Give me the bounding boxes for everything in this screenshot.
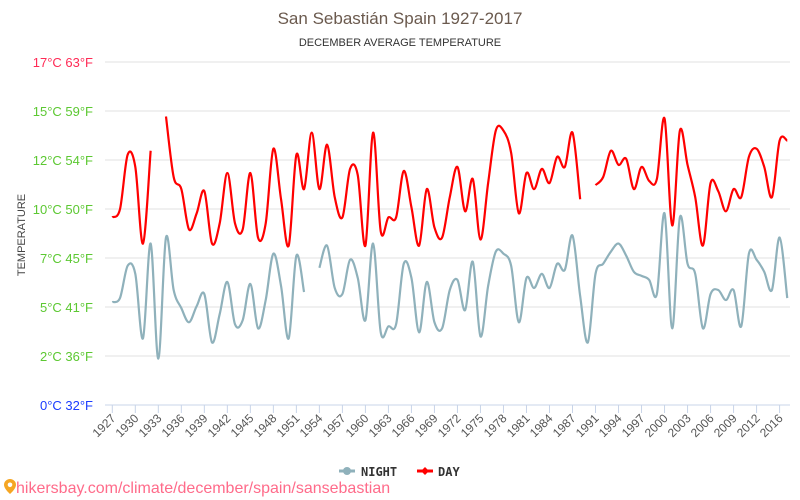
day-series-line bbox=[594, 117, 788, 247]
y-axis-title: TEMPERATURE bbox=[16, 194, 28, 276]
night-series-line bbox=[318, 212, 789, 344]
x-tick-label: 1933 bbox=[136, 411, 165, 440]
day-series-line bbox=[111, 150, 152, 245]
legend-night-marker-icon bbox=[343, 467, 351, 475]
y-tick-label: 12°C 54°F bbox=[33, 153, 93, 168]
x-tick-label: 1930 bbox=[113, 411, 142, 440]
source-link[interactable]: hikersbay.com/climate/december/spain/san… bbox=[4, 479, 390, 498]
x-tick-label: 1975 bbox=[458, 411, 487, 440]
x-tick-label: 2012 bbox=[734, 411, 763, 440]
x-tick-label: 1954 bbox=[297, 411, 326, 440]
x-tick-label: 1960 bbox=[343, 411, 372, 440]
x-tick-label: 2006 bbox=[688, 411, 717, 440]
x-tick-label: 2003 bbox=[665, 411, 694, 440]
x-tick-label: 1984 bbox=[527, 411, 556, 440]
x-tick-label: 1991 bbox=[573, 411, 602, 440]
y-tick-label: 0°C 32°F bbox=[40, 398, 93, 413]
day-series-line bbox=[164, 116, 582, 248]
x-tick-label: 1927 bbox=[90, 411, 119, 440]
y-tick-label: 2°C 36°F bbox=[40, 349, 93, 364]
map-pin-icon bbox=[4, 479, 16, 494]
x-tick-label: 2000 bbox=[642, 411, 671, 440]
x-tick-label: 1987 bbox=[550, 411, 579, 440]
x-tick-label: 1994 bbox=[596, 411, 625, 440]
x-tick-label: 1966 bbox=[389, 411, 418, 440]
y-tick-label: 15°C 59°F bbox=[33, 104, 93, 119]
x-tick-label: 1948 bbox=[251, 411, 280, 440]
x-tick-label: 1978 bbox=[481, 411, 510, 440]
x-tick-label: 1951 bbox=[274, 411, 303, 440]
x-axis: 1927193019331936193919421945194819511954… bbox=[90, 404, 790, 440]
x-tick-label: 1969 bbox=[412, 411, 441, 440]
source-link-text[interactable]: hikersbay.com/climate/december/spain/san… bbox=[16, 480, 391, 497]
series-lines bbox=[111, 116, 789, 360]
y-tick-label: 7°C 45°F bbox=[40, 251, 93, 266]
legend-night-label: NIGHT bbox=[361, 465, 397, 479]
y-tick-label: 17°C 63°F bbox=[33, 55, 93, 70]
x-tick-label: 1939 bbox=[182, 411, 211, 440]
x-tick-label: 1963 bbox=[366, 411, 395, 440]
x-tick-label: 1972 bbox=[435, 411, 464, 440]
legend-day-label: DAY bbox=[438, 465, 460, 479]
x-tick-label: 1981 bbox=[504, 411, 533, 440]
gridlines bbox=[105, 61, 790, 357]
x-tick-label: 2009 bbox=[711, 411, 740, 440]
y-axis-labels: 0°C 32°F 2°C 36°F 5°C 41°F 7°C 45°F 10°C 50°… bbox=[33, 55, 93, 413]
night-series-line bbox=[111, 234, 306, 360]
legend-item-day[interactable]: DAY bbox=[417, 465, 460, 479]
x-tick-label: 1936 bbox=[159, 411, 188, 440]
x-tick-label: 2016 bbox=[757, 411, 786, 440]
x-tick-label: 1997 bbox=[619, 411, 648, 440]
legend-item-night[interactable]: NIGHT bbox=[339, 465, 397, 479]
x-tick-label: 1957 bbox=[320, 411, 349, 440]
chart-title: San Sebastián Spain 1927-2017 bbox=[278, 9, 523, 28]
legend: NIGHT DAY bbox=[339, 465, 460, 479]
y-tick-label: 10°C 50°F bbox=[33, 202, 93, 217]
x-tick-label: 1945 bbox=[228, 411, 257, 440]
y-tick-label: 5°C 41°F bbox=[40, 300, 93, 315]
legend-day-marker-icon bbox=[421, 467, 429, 475]
chart-subtitle: DECEMBER AVERAGE TEMPERATURE bbox=[299, 37, 501, 49]
x-tick-label: 1942 bbox=[205, 411, 234, 440]
